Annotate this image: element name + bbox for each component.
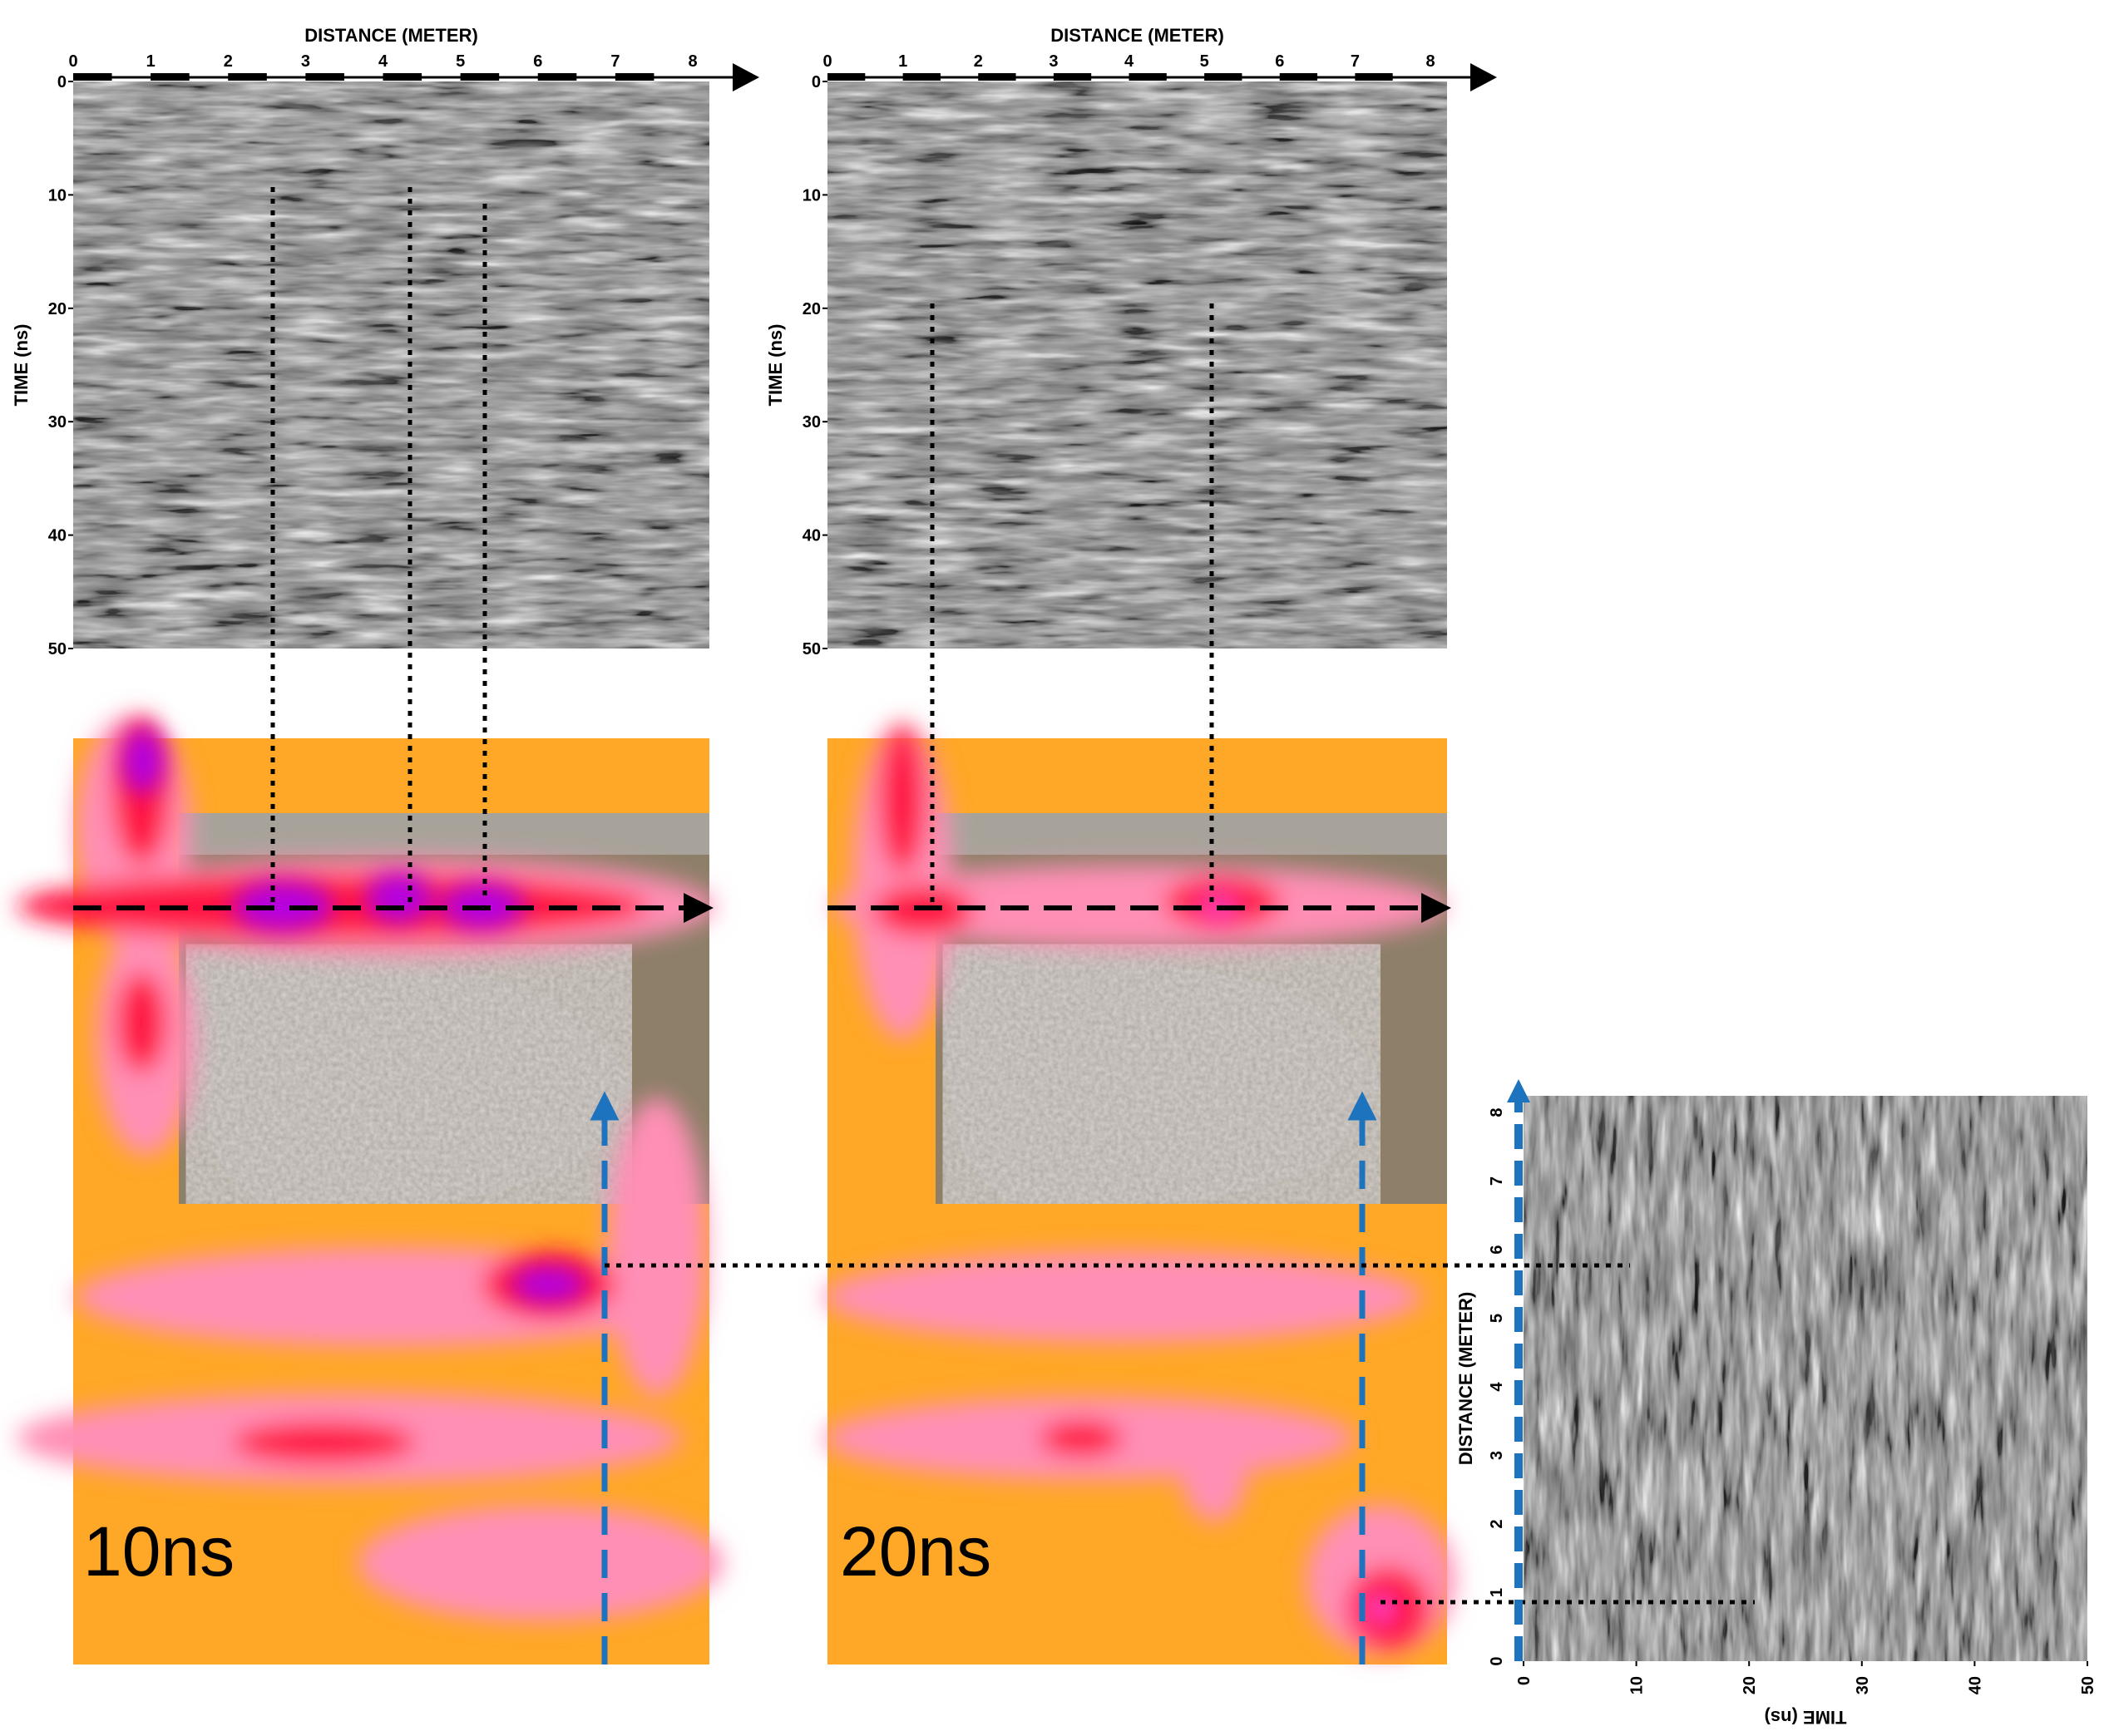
distance-tick-label: 6 (1488, 1245, 1506, 1254)
distance-tick-label: 5 (1488, 1314, 1506, 1323)
distance-tick-label: 4 (1488, 1382, 1506, 1392)
y-tick-label: 50 (48, 640, 67, 658)
x-tick-label: 6 (533, 52, 542, 71)
time-tick-label: 50 (2079, 1676, 2097, 1694)
y-tick-label: 10 (48, 186, 67, 205)
y-tick-label: 10 (803, 186, 821, 205)
x-tick-label: 4 (1124, 52, 1134, 71)
x-axis-arrow (1470, 63, 1497, 91)
time-tick-label: 40 (1966, 1676, 1984, 1694)
x-tick-label: 8 (688, 52, 697, 71)
distance-axis-arrow (1507, 1079, 1530, 1102)
distance-tick-label: 2 (1488, 1519, 1506, 1528)
y-tick-label: 20 (48, 300, 67, 318)
time-tick-label: 10 (1628, 1676, 1647, 1694)
x-tick-label: 7 (1351, 52, 1360, 71)
radargram-a (73, 81, 709, 649)
time-tick-label: 0 (1515, 1676, 1534, 1685)
profile-lines (73, 893, 1451, 1664)
time-tick-label: 20 (1741, 1676, 1759, 1694)
x-tick-label: 0 (68, 52, 77, 71)
correlation-lines (270, 187, 1755, 1605)
y-tick-label: 40 (803, 527, 821, 545)
x-tick-label: 5 (456, 52, 465, 71)
y-tick-label: 20 (803, 300, 821, 318)
distance-axis-title: DISTANCE (METER) (1455, 1292, 1476, 1466)
time-tick-label: 30 (1854, 1676, 1872, 1694)
distance-tick-label: 0 (1488, 1656, 1506, 1665)
y-tick-label: 50 (803, 640, 821, 658)
x-axis-arrow (733, 63, 759, 91)
x-tick-label: 7 (610, 52, 620, 71)
x-tick-label: 5 (1200, 52, 1209, 71)
x-tick-label: 2 (974, 52, 983, 71)
x-axis-title: DISTANCE (METER) (304, 25, 478, 46)
x-tick-label: 4 (378, 52, 388, 71)
y-axis-title: TIME (ns) (765, 324, 786, 407)
y-axis-title: TIME (ns) (11, 324, 32, 407)
distance-tick-label: 7 (1488, 1176, 1506, 1186)
x-tick-label: 6 (1275, 52, 1284, 71)
y-tick-label: 30 (803, 413, 821, 432)
y-tick-label: 0 (57, 73, 67, 91)
distance-tick-label: 3 (1488, 1451, 1506, 1460)
distance-tick-label: 8 (1488, 1107, 1506, 1117)
radargram-b (827, 81, 1447, 649)
x-axis-title: DISTANCE (METER) (1050, 25, 1224, 46)
x-tick-label: 8 (1425, 52, 1435, 71)
y-tick-label: 0 (812, 73, 821, 91)
radargram-c (1524, 1096, 2087, 1661)
slice-label-20ns: 20ns (840, 1512, 991, 1591)
slice-label-10ns: 10ns (83, 1512, 235, 1591)
x-tick-label: 3 (301, 52, 310, 71)
time-slice-20ns-map: 20ns (823, 723, 1455, 1664)
x-tick-label: 2 (224, 52, 233, 71)
time-axis-title: TIME (ns) (1765, 1707, 1847, 1728)
x-tick-label: 1 (146, 52, 156, 71)
y-tick-label: 40 (48, 527, 67, 545)
x-tick-label: 3 (1049, 52, 1058, 71)
time-slice-10ns-map: 10ns (17, 715, 724, 1664)
y-tick-label: 30 (48, 413, 67, 432)
x-tick-label: 1 (898, 52, 907, 71)
distance-tick-label: 1 (1488, 1588, 1506, 1597)
x-tick-label: 0 (822, 52, 832, 71)
